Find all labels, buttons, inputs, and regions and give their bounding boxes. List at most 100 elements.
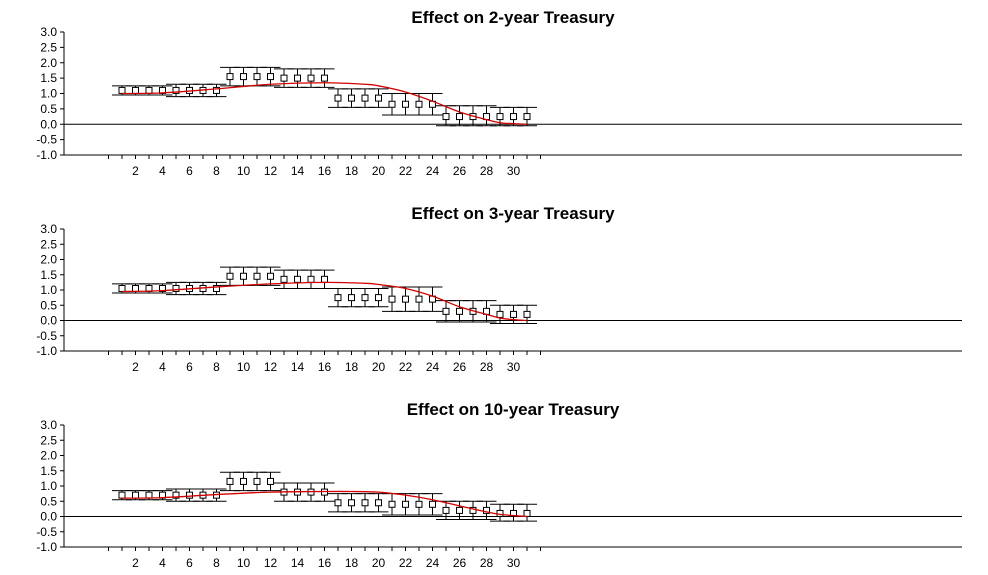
x-tick-label: 6	[186, 556, 193, 570]
y-tick-label: 1.0	[40, 479, 57, 493]
y-tick-label: 2.0	[40, 253, 57, 267]
point-marker	[253, 73, 261, 81]
point-marker	[402, 100, 409, 108]
x-tick-label: 30	[507, 164, 521, 178]
fit-curve-line	[121, 82, 528, 125]
point-marker	[267, 477, 274, 485]
point-marker	[267, 272, 274, 280]
x-tick-label: 18	[345, 556, 359, 570]
y-tick-label: -0.5	[36, 329, 57, 343]
point-marker	[429, 500, 436, 508]
point-marker	[172, 491, 180, 499]
x-tick-label: 30	[507, 360, 521, 374]
x-tick-label: 22	[399, 360, 413, 374]
chart-panel-2-year: Effect on 2-year Treasury 3.02.5 2.01.5 1.…	[36, 8, 962, 178]
x-tick-label: 28	[480, 164, 494, 178]
y-tick-label: 0.0	[40, 314, 57, 328]
point-marker	[510, 509, 517, 517]
x-tick-label: 2	[132, 556, 139, 570]
x-tick-label: 12	[264, 164, 278, 178]
x-tick-label: 4	[159, 164, 166, 178]
chart-title: Effect on 2-year Treasury	[411, 8, 615, 27]
point-marker	[132, 491, 139, 499]
point-marker	[375, 94, 382, 102]
x-tick-label: 28	[480, 556, 494, 570]
x-tick-label: 20	[372, 556, 386, 570]
x-tick-label: 14	[291, 164, 305, 178]
point-marker	[118, 86, 126, 94]
y-tick-label: -0.5	[36, 525, 57, 539]
y-tick-label: 0.5	[40, 494, 57, 508]
y-tick-label: 2.5	[40, 433, 57, 447]
point-marker	[118, 284, 126, 292]
point-marker	[442, 506, 450, 514]
y-tick-label: 0.5	[40, 102, 57, 116]
y-tick-label: 3.0	[40, 222, 57, 236]
x-tick-label: 2	[132, 360, 139, 374]
point-marker	[172, 284, 180, 292]
chart-panel-3-year: Effect on 3-year Treasury 3.02.5 2.01.51.…	[36, 204, 962, 374]
point-marker	[402, 500, 409, 508]
x-tick-label: 24	[426, 360, 440, 374]
x-tick-label: 16	[318, 360, 332, 374]
point-marker	[361, 294, 369, 302]
y-tick-label: 0.0	[40, 117, 57, 131]
x-tick-label: 20	[372, 360, 386, 374]
x-tick-label: 18	[345, 360, 359, 374]
x-tick-label: 28	[480, 360, 494, 374]
point-marker	[510, 310, 517, 318]
x-tick-label: 10	[237, 360, 251, 374]
y-tick-label: 2.5	[40, 237, 57, 251]
x-tick-label: 6	[186, 360, 193, 374]
x-tick-label: 10	[237, 556, 251, 570]
y-tick-label: 2.0	[40, 56, 57, 70]
x-tick-label: 22	[399, 164, 413, 178]
y-tick-label: -0.5	[36, 133, 57, 147]
y-tick-label: 0.0	[40, 510, 57, 524]
point-marker	[253, 477, 261, 485]
point-marker	[348, 294, 355, 302]
y-tick-label: -1.0	[36, 148, 57, 162]
x-tick-label: 8	[213, 164, 220, 178]
point-marker	[226, 272, 234, 280]
y-tick-label: 1.0	[40, 87, 57, 101]
x-tick-label: 30	[507, 556, 521, 570]
x-tick-label: 2	[132, 164, 139, 178]
y-tick-label: -1.0	[36, 540, 57, 554]
point-marker	[132, 284, 139, 292]
point-marker	[415, 500, 423, 508]
point-marker	[523, 310, 531, 318]
point-marker	[226, 477, 234, 485]
x-tick-label: 14	[291, 360, 305, 374]
chart-panel-10-year: Effect on 10-year Treasury 3.02.52.01.51…	[36, 400, 962, 570]
point-marker	[307, 74, 315, 82]
x-tick-label: 10	[237, 164, 251, 178]
point-marker	[294, 74, 301, 82]
point-marker	[496, 113, 504, 121]
point-marker	[402, 295, 409, 303]
point-marker	[523, 113, 531, 121]
point-marker	[172, 86, 180, 94]
point-marker	[280, 74, 288, 82]
point-marker	[159, 284, 166, 292]
point-marker	[469, 506, 477, 514]
point-marker	[388, 500, 396, 508]
point-marker	[442, 113, 450, 121]
y-tick-label: 2.5	[40, 40, 57, 54]
point-marker	[388, 295, 396, 303]
point-marker	[496, 310, 504, 318]
point-marker	[388, 100, 396, 108]
x-tick-label: 14	[291, 556, 305, 570]
x-tick-label: 8	[213, 360, 220, 374]
y-tick-label: 0.5	[40, 298, 57, 312]
x-tick-label: 18	[345, 164, 359, 178]
point-marker	[213, 86, 220, 94]
y-tick-label: 1.5	[40, 268, 57, 282]
point-marker	[145, 86, 153, 94]
point-marker	[321, 74, 328, 82]
x-tick-label: 24	[426, 164, 440, 178]
x-tick-label: 12	[264, 556, 278, 570]
point-marker	[145, 491, 153, 499]
point-marker	[523, 509, 531, 517]
